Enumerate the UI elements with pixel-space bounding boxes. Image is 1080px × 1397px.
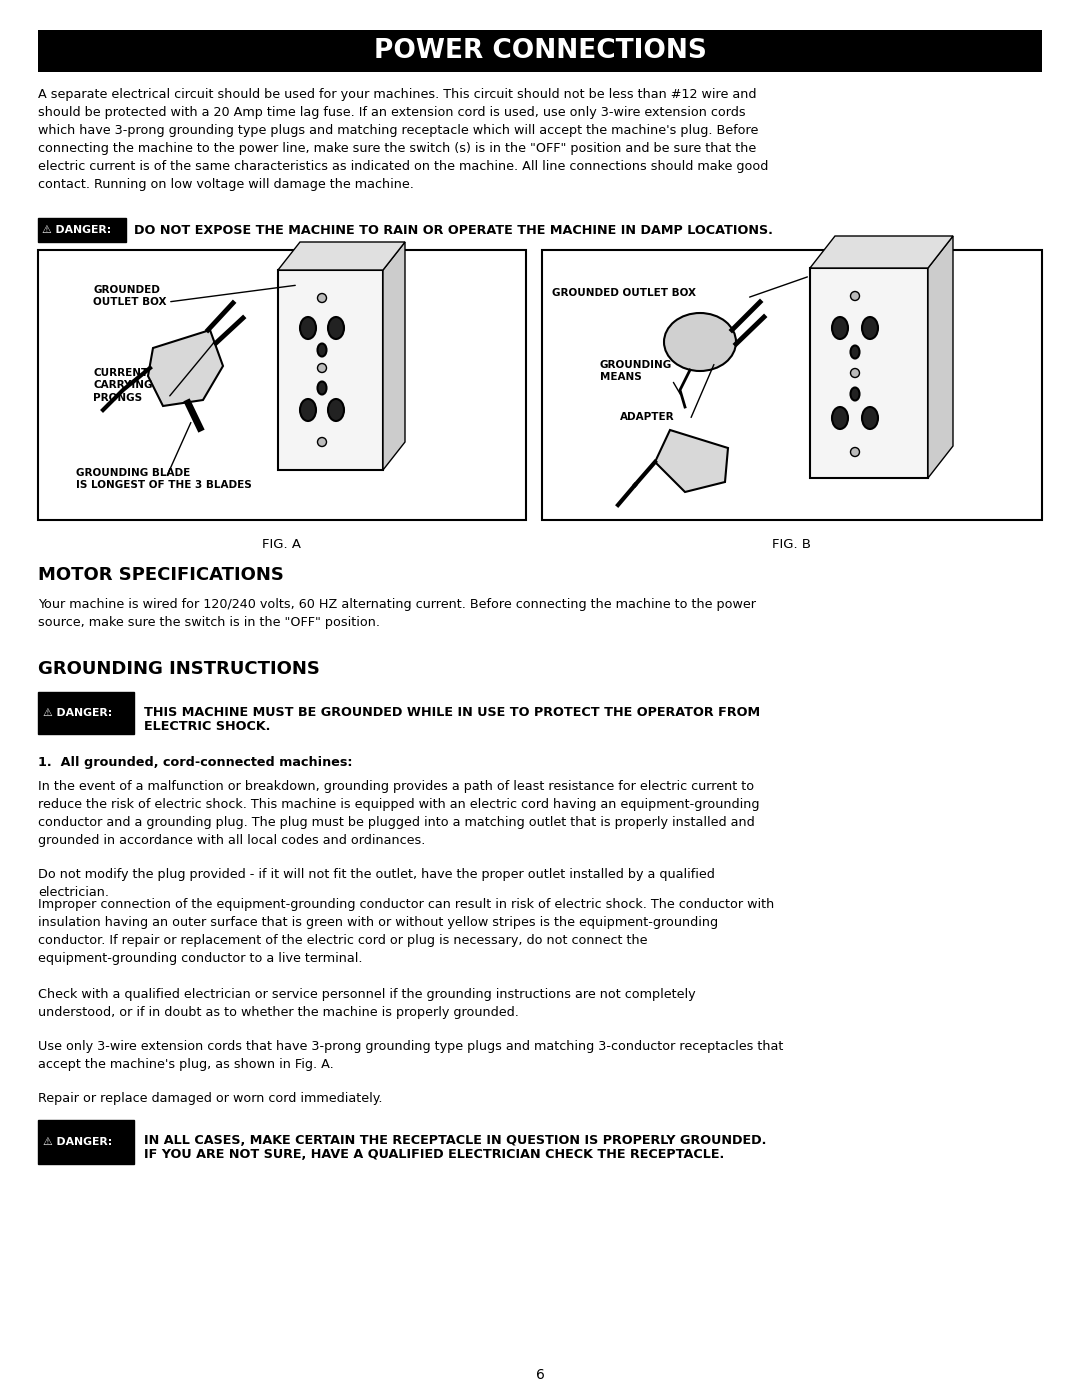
Ellipse shape xyxy=(318,363,326,373)
Text: FIG. B: FIG. B xyxy=(772,538,811,550)
Text: IF YOU ARE NOT SURE, HAVE A QUALIFIED ELECTRICIAN CHECK THE RECEPTACLE.: IF YOU ARE NOT SURE, HAVE A QUALIFIED EL… xyxy=(144,1148,725,1161)
Ellipse shape xyxy=(318,344,326,356)
Text: MOTOR SPECIFICATIONS: MOTOR SPECIFICATIONS xyxy=(38,566,284,584)
Text: ⚠ DANGER:: ⚠ DANGER: xyxy=(43,708,112,718)
Text: Your machine is wired for 120/240 volts, 60 HZ alternating current. Before conne: Your machine is wired for 120/240 volts,… xyxy=(38,598,756,629)
Text: Check with a qualified electrician or service personnel if the grounding instruc: Check with a qualified electrician or se… xyxy=(38,988,696,1018)
Text: ⚠ DANGER:: ⚠ DANGER: xyxy=(42,225,111,235)
Text: Use only 3-wire extension cords that have 3-prong grounding type plugs and match: Use only 3-wire extension cords that hav… xyxy=(38,1039,783,1071)
Text: ADAPTER: ADAPTER xyxy=(620,412,675,422)
Text: ⚠ DANGER:: ⚠ DANGER: xyxy=(43,1137,112,1147)
Text: Improper connection of the equipment-grounding conductor can result in risk of e: Improper connection of the equipment-gro… xyxy=(38,898,774,965)
FancyBboxPatch shape xyxy=(38,692,134,733)
Ellipse shape xyxy=(851,345,860,359)
Text: FIG. A: FIG. A xyxy=(262,538,301,550)
Text: GROUNDING
MEANS: GROUNDING MEANS xyxy=(600,360,672,383)
Polygon shape xyxy=(928,236,953,478)
Ellipse shape xyxy=(832,317,848,339)
Ellipse shape xyxy=(862,317,878,339)
Ellipse shape xyxy=(318,437,326,447)
Text: IN ALL CASES, MAKE CERTAIN THE RECEPTACLE IN QUESTION IS PROPERLY GROUNDED.: IN ALL CASES, MAKE CERTAIN THE RECEPTACL… xyxy=(144,1134,767,1147)
Polygon shape xyxy=(278,242,405,270)
Text: A separate electrical circuit should be used for your machines. This circuit sho: A separate electrical circuit should be … xyxy=(38,88,768,191)
Text: Do not modify the plug provided - if it will not fit the outlet, have the proper: Do not modify the plug provided - if it … xyxy=(38,868,715,900)
Text: DO NOT EXPOSE THE MACHINE TO RAIN OR OPERATE THE MACHINE IN DAMP LOCATIONS.: DO NOT EXPOSE THE MACHINE TO RAIN OR OPE… xyxy=(134,224,773,236)
Ellipse shape xyxy=(851,387,860,401)
Ellipse shape xyxy=(851,369,860,377)
FancyBboxPatch shape xyxy=(38,250,526,520)
Ellipse shape xyxy=(300,400,316,420)
Polygon shape xyxy=(654,430,728,492)
Polygon shape xyxy=(383,242,405,469)
FancyBboxPatch shape xyxy=(38,1120,134,1164)
Ellipse shape xyxy=(328,400,345,420)
Text: POWER CONNECTIONS: POWER CONNECTIONS xyxy=(374,38,706,64)
FancyBboxPatch shape xyxy=(38,29,1042,73)
Ellipse shape xyxy=(328,317,345,339)
Text: ELECTRIC SHOCK.: ELECTRIC SHOCK. xyxy=(144,719,270,733)
Ellipse shape xyxy=(862,407,878,429)
Text: In the event of a malfunction or breakdown, grounding provides a path of least r: In the event of a malfunction or breakdo… xyxy=(38,780,759,847)
Ellipse shape xyxy=(851,292,860,300)
Text: 6: 6 xyxy=(536,1368,544,1382)
Polygon shape xyxy=(810,268,928,478)
Text: 1.  All grounded, cord-connected machines:: 1. All grounded, cord-connected machines… xyxy=(38,756,352,768)
Ellipse shape xyxy=(318,381,326,394)
Ellipse shape xyxy=(832,407,848,429)
Polygon shape xyxy=(810,236,953,268)
Text: THIS MACHINE MUST BE GROUNDED WHILE IN USE TO PROTECT THE OPERATOR FROM: THIS MACHINE MUST BE GROUNDED WHILE IN U… xyxy=(144,705,760,719)
Text: GROUNDING INSTRUCTIONS: GROUNDING INSTRUCTIONS xyxy=(38,659,320,678)
Text: Repair or replace damaged or worn cord immediately.: Repair or replace damaged or worn cord i… xyxy=(38,1092,382,1105)
Ellipse shape xyxy=(851,447,860,457)
Ellipse shape xyxy=(664,313,735,372)
Ellipse shape xyxy=(318,293,326,303)
Ellipse shape xyxy=(300,317,316,339)
FancyBboxPatch shape xyxy=(542,250,1042,520)
Text: GROUNDED OUTLET BOX: GROUNDED OUTLET BOX xyxy=(552,288,696,298)
Polygon shape xyxy=(278,270,383,469)
Text: CURRENT
CARRYING
PRONGS: CURRENT CARRYING PRONGS xyxy=(93,367,152,402)
FancyBboxPatch shape xyxy=(38,218,126,242)
Text: GROUNDING BLADE
IS LONGEST OF THE 3 BLADES: GROUNDING BLADE IS LONGEST OF THE 3 BLAD… xyxy=(76,468,252,490)
Polygon shape xyxy=(148,330,222,407)
Text: GROUNDED
OUTLET BOX: GROUNDED OUTLET BOX xyxy=(93,285,166,307)
